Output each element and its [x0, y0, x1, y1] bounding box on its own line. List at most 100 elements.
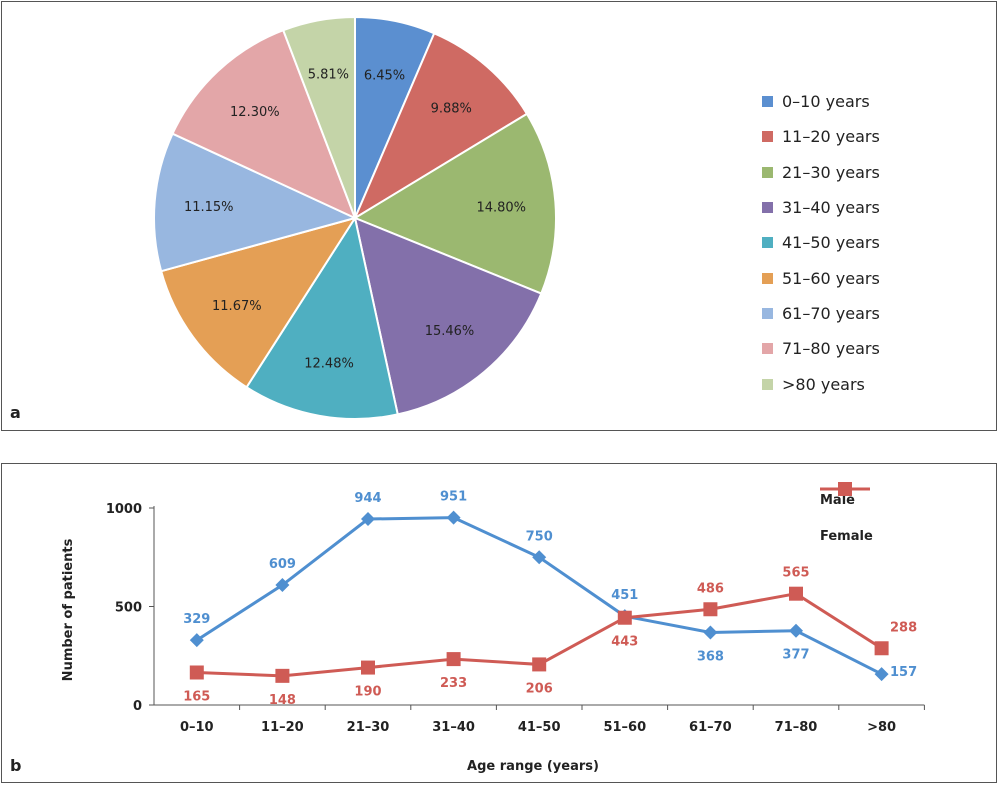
pie-slice [352, 31, 529, 221]
data-point-female [275, 668, 290, 683]
data-point-male [532, 550, 547, 565]
legend-item: 0–10 years [762, 84, 880, 119]
legend-item: 41–50 years [762, 225, 880, 260]
data-point-male [446, 510, 461, 525]
legend-symbol [838, 482, 852, 496]
pie-data-label: 12.48% [304, 356, 354, 371]
data-label-male: 451 [611, 588, 638, 603]
data-label-male: 157 [890, 665, 917, 680]
legend-swatch [762, 307, 773, 319]
pie-legend: 0–10 years 11–20 years 21–30 years 31–40 ye… [762, 84, 880, 402]
legend-label: Female [820, 528, 873, 544]
data-label-female: 148 [269, 693, 296, 708]
legend-item: Female [820, 482, 873, 554]
data-point-female [874, 641, 889, 656]
data-label-female: 565 [782, 566, 809, 581]
legend-item: 51–60 years [762, 260, 880, 295]
pie-data-label: 11.67% [212, 299, 262, 314]
data-label-female: 443 [611, 635, 638, 650]
pie-data-label: 6.45% [364, 68, 405, 83]
data-label-male: 944 [354, 491, 381, 506]
data-label-female: 165 [183, 689, 210, 704]
y-tick-label: 0 [133, 699, 142, 714]
x-tick-label: >80 [867, 720, 896, 735]
panel-label-b: b [10, 756, 22, 775]
legend-label: Male [820, 492, 855, 508]
pie-slice [281, 15, 356, 219]
line-chart-panel: 0 500 1000 0–10 11–20 21–30 31–40 41–50 51–60 61–… [1, 463, 997, 783]
line-legend: Male Female [820, 482, 873, 554]
y-tick-label: 500 [115, 601, 142, 616]
pie-slice [171, 28, 357, 220]
x-tick-label: 61–70 [689, 720, 732, 735]
pie-data-label: 14.80% [476, 200, 526, 215]
data-point-male [874, 667, 889, 682]
data-point-female [532, 657, 547, 672]
y-tick-label: 1000 [106, 502, 142, 517]
data-point-male [189, 633, 204, 648]
legend-item: >80 years [762, 366, 880, 401]
legend-label: 61–70 years [782, 303, 880, 323]
data-label-female: 233 [440, 676, 467, 691]
x-tick-label: 51–60 [603, 720, 646, 735]
legend-swatch [762, 166, 773, 178]
data-label-female: 486 [697, 581, 724, 596]
legend-swatch [762, 237, 773, 249]
x-tick-label: 41–50 [518, 720, 561, 735]
pie-chart-panel: 6.45% 9.88% 14.80% 15.46% 12.48% 11.67% 11.15%… [1, 1, 997, 431]
pie-slice [245, 215, 399, 420]
x-tick-label: 11–20 [261, 720, 304, 735]
x-axis-title: Age range (years) [467, 759, 599, 774]
data-label-male: 609 [269, 557, 296, 572]
legend-swatch [762, 343, 773, 355]
pie-data-label: 15.46% [425, 324, 475, 339]
data-point-female [617, 610, 632, 625]
pie-slice [352, 112, 557, 295]
legend-item: 71–80 years [762, 331, 880, 366]
pie-chart: 6.45% 9.88% 14.80% 15.46% 12.48% 11.67% 11.15%… [153, 15, 557, 420]
x-tick-label: 31–40 [432, 720, 475, 735]
legend-swatch [762, 96, 773, 108]
data-point-male [361, 512, 375, 527]
legend-item: 31–40 years [762, 190, 880, 225]
data-label-male: 750 [526, 529, 553, 544]
data-label-female: 288 [890, 620, 917, 635]
pie-slice [353, 216, 543, 416]
data-point-male [789, 623, 803, 638]
data-point-female [703, 602, 718, 617]
data-point-female [189, 665, 204, 680]
x-tick-label: 71–80 [775, 720, 818, 735]
pie-slice [159, 216, 358, 389]
data-label-male: 377 [782, 648, 809, 663]
legend-swatch [762, 378, 773, 390]
y-axis-title: Number of patients [61, 538, 76, 681]
data-point-male [703, 625, 718, 640]
panel-label-a: a [10, 403, 21, 422]
x-tick-label: 0–10 [180, 720, 214, 735]
legend-item: 21–30 years [762, 155, 880, 190]
data-point-female [361, 660, 375, 675]
pie-data-label: 11.15% [184, 200, 234, 215]
legend-marker [820, 482, 870, 496]
x-tick-label: 21–30 [347, 720, 390, 735]
legend-item: 11–20 years [762, 119, 880, 154]
data-point-male [275, 578, 290, 593]
legend-label: >80 years [782, 374, 865, 394]
data-label-male: 951 [440, 490, 467, 505]
legend-item: 61–70 years [762, 296, 880, 331]
data-label-male: 329 [183, 612, 210, 627]
legend-label: 71–80 years [782, 339, 880, 359]
legend-swatch [762, 202, 773, 214]
line-chart: 0 500 1000 0–10 11–20 21–30 31–40 41–50 51–60 61–… [61, 490, 925, 774]
data-label-female: 190 [354, 685, 381, 700]
pie-data-label: 5.81% [308, 68, 349, 83]
pie-data-label: 9.88% [431, 101, 472, 116]
legend-label: 41–50 years [782, 233, 880, 253]
pie-data-label: 12.30% [230, 105, 280, 120]
legend-swatch [762, 131, 773, 143]
data-label-male: 368 [697, 650, 724, 665]
legend-label: 0–10 years [782, 92, 870, 112]
data-point-female [789, 586, 803, 601]
legend-swatch [762, 272, 773, 284]
legend-label: 51–60 years [782, 268, 880, 288]
